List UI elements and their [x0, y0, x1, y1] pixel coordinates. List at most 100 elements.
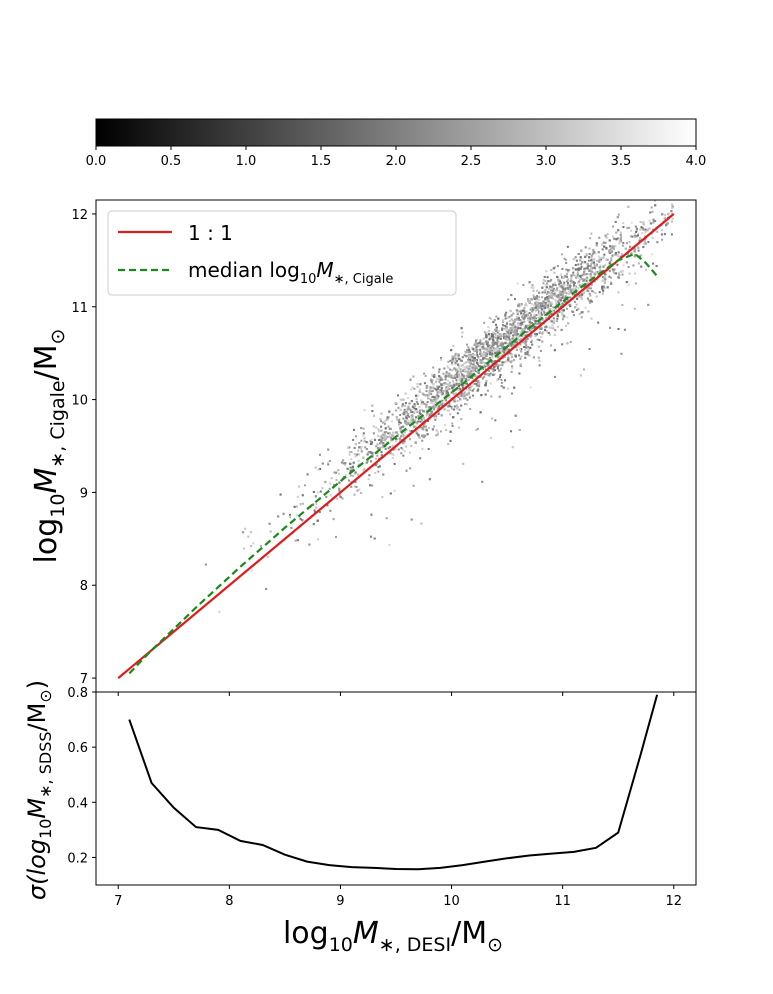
scatter-point — [449, 413, 452, 416]
scatter-point — [363, 468, 366, 471]
scatter-point — [580, 278, 583, 281]
scatter-point — [544, 298, 547, 301]
scatter-point — [581, 293, 584, 296]
scatter-point — [542, 318, 545, 321]
scatter-point — [547, 300, 550, 303]
scatter-point — [558, 283, 561, 286]
scatter-point — [370, 535, 373, 538]
scatter-point — [447, 375, 450, 378]
scatter-point — [469, 357, 472, 360]
scatter-point — [269, 530, 272, 533]
scatter-point — [616, 263, 619, 266]
scatter-point — [352, 461, 355, 464]
scatter-point — [371, 484, 374, 487]
scatter-point — [591, 290, 594, 293]
scatter-point — [574, 274, 577, 277]
scatter-point — [640, 265, 643, 268]
scatter-point — [524, 351, 527, 354]
scatter-point — [650, 196, 652, 198]
scatter-point — [538, 302, 541, 305]
scatter-point — [389, 492, 392, 495]
scatter-point — [557, 278, 560, 281]
scatter-point — [563, 257, 566, 260]
scatter-point — [575, 291, 578, 294]
scatter-point — [572, 267, 575, 270]
scatter-point — [544, 313, 547, 316]
scatter-point — [410, 421, 413, 424]
scatter-point — [526, 350, 529, 353]
scatter-point — [429, 398, 432, 401]
scatter-point — [374, 438, 377, 441]
scatter-point — [570, 277, 573, 280]
scatter-point — [513, 330, 516, 333]
scatter-point — [603, 282, 606, 285]
scatter-point — [561, 288, 564, 291]
scatter-point — [349, 480, 352, 483]
scatter-point — [565, 275, 568, 278]
scatter-point — [431, 374, 434, 377]
scatter-point — [604, 273, 607, 276]
scatter-point — [386, 436, 389, 439]
scatter-point — [432, 425, 435, 428]
scatter-point — [579, 274, 582, 277]
scatter-point — [372, 432, 375, 435]
scatter-point — [535, 309, 538, 312]
scatter-point — [572, 294, 575, 297]
scatter-point — [451, 355, 454, 358]
scatter-point — [472, 353, 475, 356]
scatter-point — [479, 339, 482, 342]
scatter-point — [475, 382, 478, 385]
scatter-point — [466, 382, 469, 385]
scatter-point — [497, 330, 500, 333]
scatter-point — [259, 545, 262, 548]
scatter-point — [536, 303, 539, 306]
scatter-point — [402, 454, 405, 457]
scatter-point — [494, 360, 497, 363]
scatter-point — [574, 300, 577, 303]
scatter-point — [617, 328, 620, 331]
scatter-point — [633, 234, 636, 237]
scatter-point — [482, 357, 485, 360]
scatter-point — [425, 386, 428, 389]
scatter-point — [590, 267, 593, 270]
scatter-point — [588, 256, 591, 259]
scatter-point — [647, 227, 650, 230]
scatter-point — [514, 355, 517, 358]
scatter-point — [581, 278, 584, 281]
scatter-point — [580, 265, 583, 268]
scatter-point — [527, 326, 530, 329]
scatter-point — [371, 404, 374, 407]
scatter-point — [510, 318, 513, 321]
scatter-point — [536, 301, 539, 304]
scatter-point — [404, 402, 407, 405]
scatter-point — [410, 417, 413, 420]
scatter-point — [391, 456, 394, 459]
scatter-point — [543, 307, 546, 310]
scatter-point — [344, 473, 347, 476]
scatter-point — [569, 280, 572, 283]
scatter-point — [467, 351, 470, 354]
scatter-point — [387, 425, 390, 428]
scatter-point — [592, 250, 595, 253]
scatter-point — [482, 365, 485, 368]
scatter-point — [352, 428, 355, 431]
scatter-point — [455, 404, 458, 407]
scatter-point — [500, 350, 503, 353]
scatter-point — [670, 212, 673, 215]
scatter-point — [576, 268, 579, 271]
scatter-point — [448, 405, 451, 408]
scatter-point — [433, 416, 436, 419]
scatter-point — [452, 382, 455, 385]
scatter-point — [480, 368, 483, 371]
scatter-point — [522, 319, 525, 322]
scatter-point — [424, 394, 427, 397]
scatter-point — [383, 420, 386, 423]
scatter-point — [494, 323, 497, 326]
scatter-point — [409, 378, 412, 381]
scatter-point — [395, 416, 398, 419]
scatter-point — [508, 345, 511, 348]
scatter-point — [504, 315, 507, 318]
scatter-point — [520, 338, 523, 341]
scatter-point — [465, 351, 468, 354]
scatter-point — [447, 360, 450, 363]
